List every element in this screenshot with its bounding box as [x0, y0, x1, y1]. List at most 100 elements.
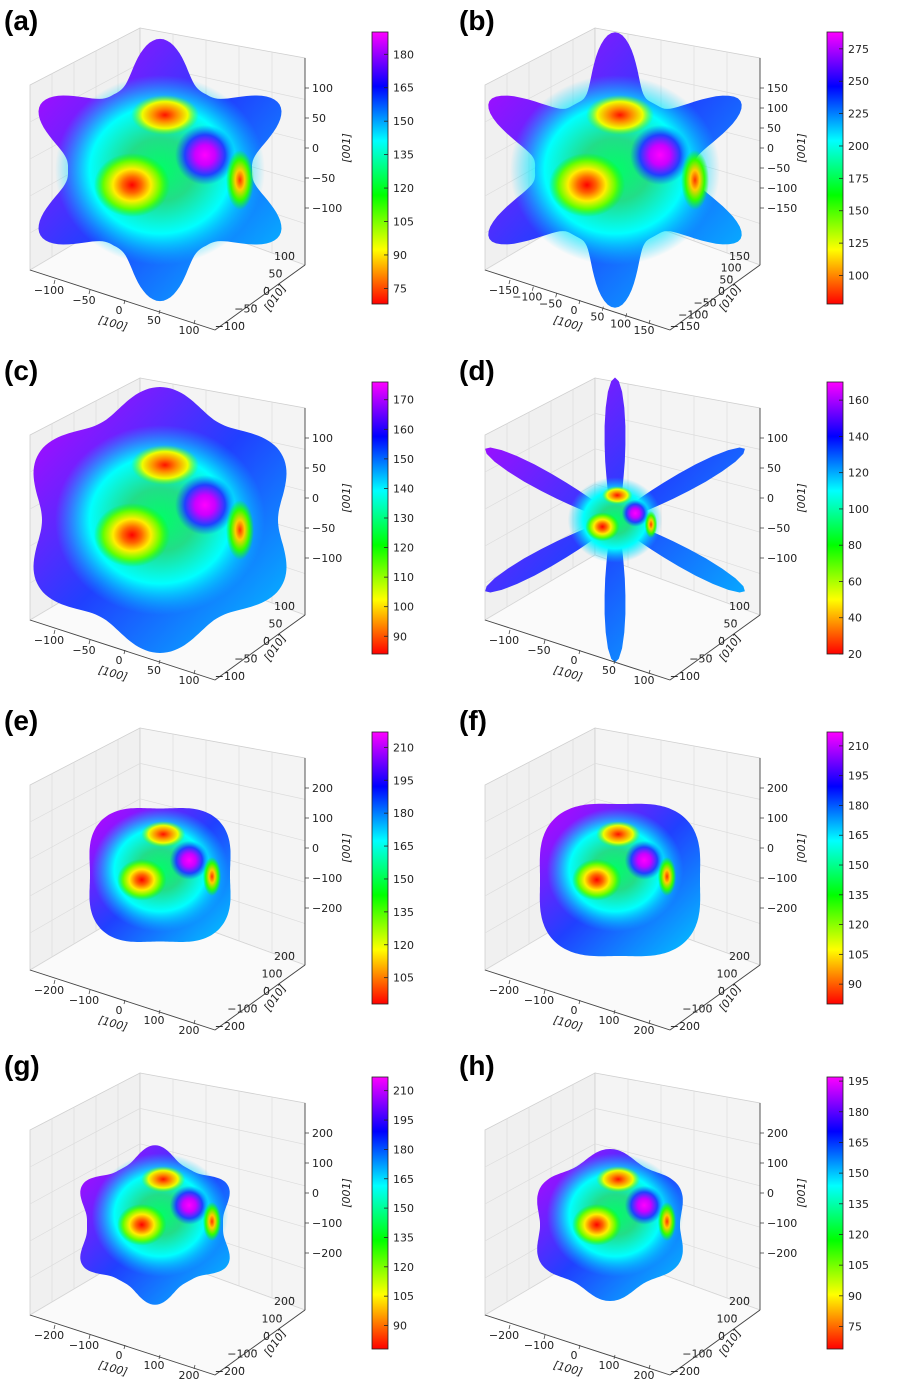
y-tick-label: −50: [693, 297, 716, 310]
colorbar-tick-label: 150: [848, 859, 869, 872]
x-tick-label: 100: [634, 674, 655, 687]
x-tick-label: −200: [489, 984, 519, 997]
z-tick-label: 0: [767, 842, 774, 855]
y-tick-label: 100: [274, 600, 295, 613]
surface-minimum-left: [549, 153, 625, 217]
x-tick-label: −100: [69, 994, 99, 1007]
colorbar-tick-label: 160: [848, 394, 869, 407]
colorbar-tick-label: 125: [848, 237, 869, 250]
z-tick-label: −50: [767, 162, 790, 175]
z-tick-label: −200: [767, 902, 797, 915]
panel-e: (e) 200 100 0 −100 −200 [001] −200 −100 0 100 200 [1…: [4, 705, 414, 1037]
colorbar-tick-label: 135: [848, 889, 869, 902]
y-tick-label: 150: [729, 250, 750, 263]
panel-g: (g) 200 100 0 −100 −200 [001] −200 −100 0 100 200 [1…: [4, 1050, 414, 1382]
y-tick-label: 0: [263, 985, 270, 998]
x-tick-label: 0: [571, 1349, 578, 1362]
surface-maximum: [630, 125, 690, 185]
x-tick-label: 100: [179, 324, 200, 337]
panel-label: (c): [4, 355, 38, 386]
colorbar-tick-label: 75: [393, 282, 407, 295]
x-tick-label: −50: [527, 644, 550, 657]
z-axis-label: [001]: [795, 1178, 808, 1208]
x-tick-label: −100: [489, 634, 519, 647]
panel-label: (a): [4, 5, 38, 36]
colorbar-tick-label: 140: [393, 482, 414, 495]
colorbar-tick-label: 100: [848, 270, 869, 283]
y-tick-label: −200: [670, 1365, 700, 1378]
colorbar: [826, 1076, 844, 1350]
y-tick-label: 50: [269, 268, 283, 281]
panel-label: (h): [459, 1050, 495, 1081]
surface-minimum-left: [117, 1203, 167, 1246]
panel-label: (g): [4, 1050, 40, 1081]
x-tick-label: 0: [571, 1004, 578, 1017]
colorbar-tick-label: 90: [393, 630, 407, 643]
panel-label: (b): [459, 5, 495, 36]
y-tick-label: 0: [263, 635, 270, 648]
colorbar-tick-label: 120: [393, 542, 414, 555]
z-tick-label: −100: [312, 202, 342, 215]
x-axis-label: [100]: [97, 314, 129, 334]
surface-minimum-top: [131, 95, 199, 135]
x-tick-label: 100: [179, 674, 200, 687]
colorbar-tick-label: 110: [393, 571, 414, 584]
z-tick-label: −100: [312, 552, 342, 565]
surface-maximum: [175, 125, 235, 185]
x-tick-label: 50: [602, 664, 616, 677]
surface-minimum-right: [226, 150, 254, 210]
colorbar-tick-label: 135: [848, 1198, 869, 1211]
y-tick-label: −100: [678, 308, 708, 321]
x-tick-label: 0: [116, 304, 123, 317]
z-tick-label: 50: [312, 112, 326, 125]
y-tick-label: 200: [729, 1295, 750, 1308]
y-tick-label: −100: [215, 670, 245, 683]
y-tick-label: −100: [215, 320, 245, 333]
z-tick-label: −200: [767, 1247, 797, 1260]
x-tick-label: −100: [512, 291, 542, 304]
surface-minimum-right: [202, 857, 222, 896]
surface-minimum-right: [657, 857, 677, 896]
colorbar-tick-label: 60: [848, 575, 862, 588]
colorbar-tick-label: 195: [393, 774, 414, 787]
colorbar-tick-label: 105: [393, 1290, 414, 1303]
y-tick-label: 50: [269, 618, 283, 631]
colorbar-tick-label: 195: [848, 1075, 869, 1088]
y-tick-label: 100: [262, 968, 283, 981]
surface-minimum-left: [94, 153, 170, 217]
x-axis-label: [100]: [552, 314, 584, 334]
y-tick-label: −50: [689, 653, 712, 666]
y-tick-label: −100: [682, 1348, 712, 1361]
z-tick-label: 0: [767, 142, 774, 155]
z-tick-label: −100: [767, 182, 797, 195]
colorbar-tick-label: 275: [848, 43, 869, 56]
x-tick-label: 200: [634, 1024, 655, 1037]
z-tick-label: 100: [312, 82, 333, 95]
colorbar-tick-label: 100: [393, 601, 414, 614]
z-tick-label: 100: [767, 102, 788, 115]
z-axis-label: [001]: [795, 483, 808, 513]
x-axis-label: [100]: [552, 1359, 584, 1379]
z-tick-label: 100: [312, 432, 333, 445]
z-tick-label: −200: [312, 1247, 342, 1260]
surface-plot: [488, 32, 742, 308]
z-axis-label: [001]: [795, 133, 808, 163]
colorbar-tick-label: 105: [848, 948, 869, 961]
x-tick-label: 150: [634, 324, 655, 337]
surface-plot: [89, 808, 231, 942]
colorbar-tick-label: 165: [393, 82, 414, 95]
colorbar-tick-label: 170: [393, 394, 414, 407]
y-tick-label: −100: [227, 1003, 257, 1016]
x-tick-label: 50: [590, 311, 604, 324]
y-tick-label: 200: [729, 950, 750, 963]
surface-plot: [80, 1145, 230, 1305]
x-tick-label: 100: [599, 1014, 620, 1027]
y-tick-label: −50: [234, 653, 257, 666]
z-tick-label: −100: [767, 552, 797, 565]
z-tick-label: 100: [312, 1157, 333, 1170]
surface-minimum-top: [596, 821, 641, 848]
surface-maximum: [169, 840, 209, 880]
x-tick-label: −100: [524, 1339, 554, 1352]
